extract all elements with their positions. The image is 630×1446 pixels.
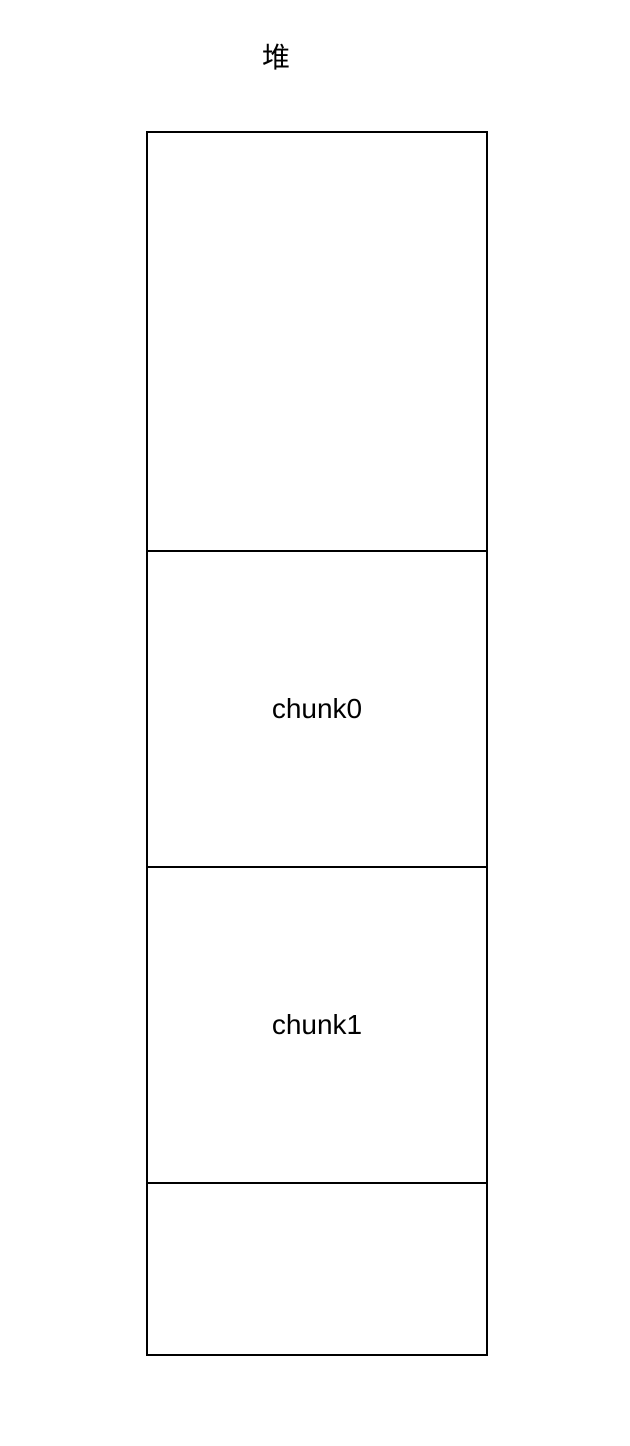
heap-segment-chunk0: chunk0: [148, 552, 486, 868]
heap-segment-chunk1: chunk1: [148, 868, 486, 1184]
heap-title: 堆: [261, 41, 290, 74]
heap-segment-bottom: [148, 1184, 486, 1354]
heap-memory-block: chunk0 chunk1: [146, 131, 488, 1356]
heap-segment-top: [148, 133, 486, 552]
